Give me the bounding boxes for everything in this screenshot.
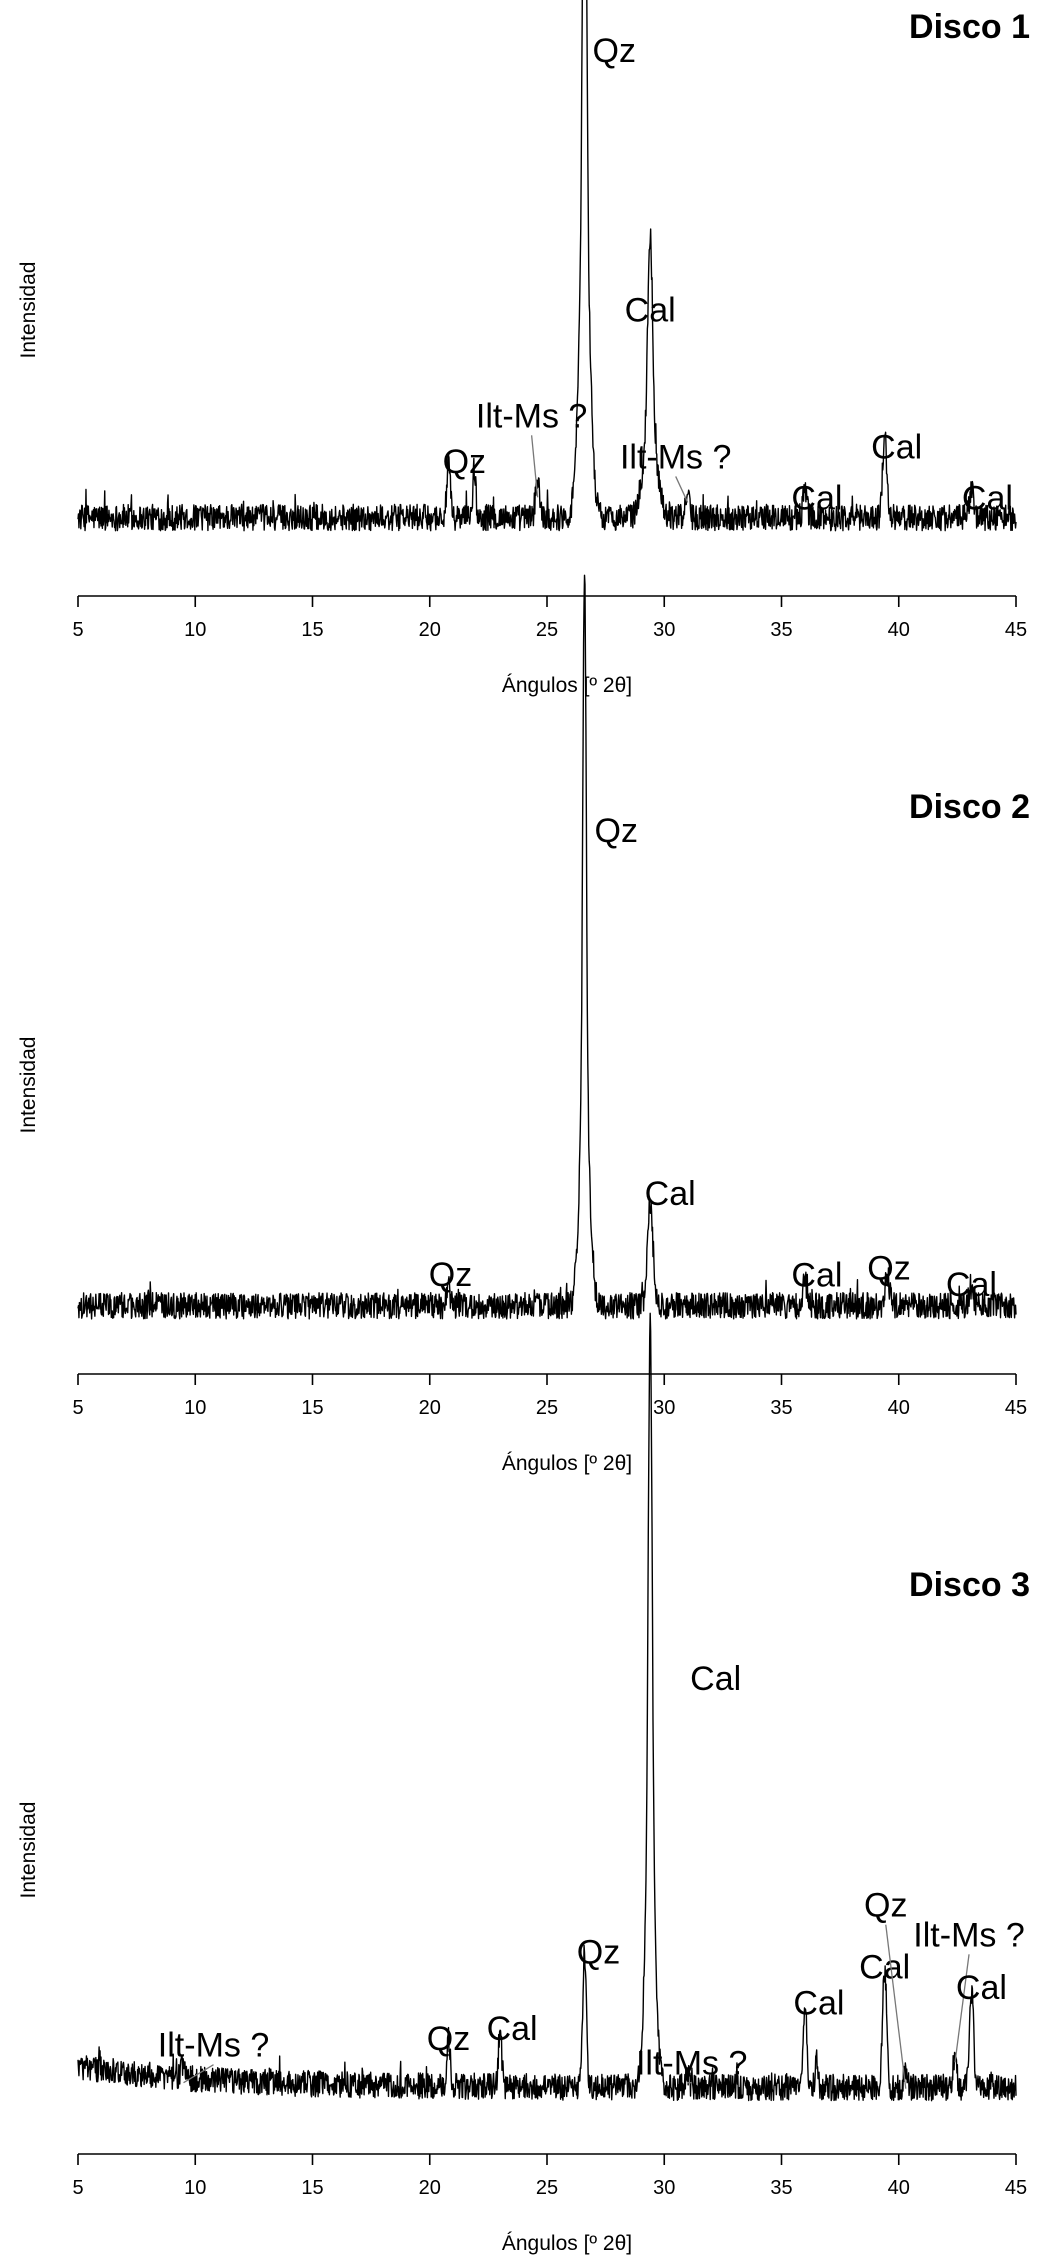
x-tick-label: 10 — [184, 619, 206, 641]
x-tick-label: 15 — [301, 619, 323, 641]
chart-title: Disco 1 — [909, 8, 1030, 46]
peak-annotation: Cal — [487, 2010, 538, 2048]
x-tick-label: 30 — [653, 1397, 675, 1419]
peak-annotation: Qz — [867, 1250, 910, 1288]
peak-annotation: Cal — [962, 480, 1013, 518]
x-tick-label: 25 — [536, 619, 558, 641]
diffractogram-series — [77, 0, 1017, 532]
x-tick-label: 35 — [770, 1397, 792, 1419]
x-tick-label: 15 — [301, 2177, 323, 2199]
annotation-leader-line — [954, 1954, 970, 2063]
diffractogram-series — [77, 574, 1017, 1320]
peak-annotation: Qz — [443, 443, 486, 481]
peak-annotation: Ilt-Ms ? — [476, 397, 587, 435]
x-tick-label: 30 — [653, 2177, 675, 2199]
x-tick-label: 15 — [301, 1397, 323, 1419]
peak-annotation: Cal — [625, 292, 676, 330]
annotation-leader-line — [885, 1924, 907, 2089]
x-tick-label: 35 — [770, 619, 792, 641]
chart-title: Disco 2 — [909, 788, 1030, 826]
peak-annotation: Cal — [946, 1266, 997, 1304]
peak-annotation: Cal — [859, 1949, 910, 1987]
x-axis-label: Ángulos [º 2θ] — [502, 1452, 632, 1475]
x-tick-label: 5 — [72, 1397, 83, 1419]
chart-title: Disco 3 — [909, 1566, 1030, 1604]
annotation-leader-line — [675, 476, 689, 503]
x-tick-label: 45 — [1005, 1397, 1027, 1419]
peak-annotation: Cal — [645, 1175, 696, 1213]
peak-annotation: Ilt-Ms ? — [158, 2027, 269, 2065]
peak-annotation: Ilt-Ms ? — [620, 438, 731, 476]
peak-annotation: Cal — [791, 1257, 842, 1295]
x-tick-label: 45 — [1005, 2177, 1027, 2199]
y-axis-label: Intensidad — [17, 1802, 40, 1899]
x-tick-label: 40 — [888, 619, 910, 641]
y-axis-label: Intensidad — [17, 1037, 40, 1134]
peak-annotation: Qz — [429, 1256, 472, 1294]
x-tick-label: 45 — [1005, 619, 1027, 641]
x-tick-label: 40 — [888, 2177, 910, 2199]
x-tick-label: 40 — [888, 1397, 910, 1419]
peak-annotation: Ilt-Ms ? — [636, 2045, 747, 2083]
peak-annotation: Qz — [593, 32, 636, 70]
peak-annotation: Cal — [871, 429, 922, 467]
peak-annotation: Qz — [577, 1933, 620, 1971]
x-tick-label: 10 — [184, 2177, 206, 2199]
x-tick-label: 25 — [536, 2177, 558, 2199]
annotation-leader-line — [530, 435, 539, 498]
peak-annotation: Qz — [864, 1887, 907, 1925]
x-tick-label: 25 — [536, 1397, 558, 1419]
peak-annotation: Qz — [427, 2020, 470, 2058]
peak-annotation: Qz — [595, 812, 638, 850]
peak-annotation: Ilt-Ms ? — [913, 1916, 1024, 1954]
x-tick-label: 20 — [419, 619, 441, 641]
peak-annotation: Cal — [956, 1969, 1007, 2007]
chart-panel-disco-1: Disco 1 Intensidad 5 10 15 20 25 30 35 40 45 Ángulo… — [17, 0, 1030, 697]
peak-annotation: Cal — [690, 1660, 741, 1698]
x-axis-label: Ángulos [º 2θ] — [502, 2232, 632, 2255]
x-tick-label: 5 — [72, 2177, 83, 2199]
x-tick-label: 35 — [770, 2177, 792, 2199]
x-tick-label: 30 — [653, 619, 675, 641]
peak-annotation: Cal — [793, 1984, 844, 2022]
x-tick-label: 20 — [419, 1397, 441, 1419]
x-tick-label: 5 — [72, 619, 83, 641]
x-tick-label: 20 — [419, 2177, 441, 2199]
y-axis-label: Intensidad — [17, 262, 40, 359]
chart-panel-disco-3: Disco 3 Intensidad 5 10 15 20 25 30 35 40 45 Ángulo… — [17, 1312, 1030, 2255]
x-axis-label: Ángulos [º 2θ] — [502, 674, 632, 697]
peak-annotation: Cal — [791, 480, 842, 518]
annotation-leader-line — [183, 2064, 214, 2084]
chart-panel-disco-2: Disco 2 Intensidad 5 10 15 20 25 30 35 40 45 Ángulo… — [17, 574, 1030, 1475]
x-tick-label: 10 — [184, 1397, 206, 1419]
diffractogram-series — [77, 1312, 1017, 2102]
